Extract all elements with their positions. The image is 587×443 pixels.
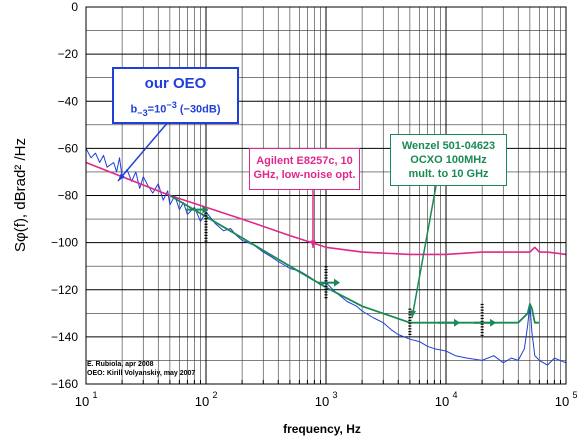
x-tick-labels: 10 1 10 2 10 3 10 4 10 5 xyxy=(75,390,578,409)
arrow-agilent-head xyxy=(310,240,316,248)
y-tick-label: 0 xyxy=(71,0,78,14)
annotation-wenzel-line: OCXO 100MHz xyxy=(410,154,487,166)
series-line-agilent xyxy=(85,161,567,256)
annotation-wenzel: Wenzel 501-04623 OCXO 100MHz mult. to 10… xyxy=(390,134,507,186)
arrow-wenzel-head xyxy=(410,310,417,318)
x-tick-label: 10 xyxy=(75,394,89,409)
arrow-wenzel xyxy=(411,185,437,319)
y-tick-label: −120 xyxy=(51,283,78,297)
marker-arrowhead xyxy=(490,318,497,327)
x-tick-label-exponent: 4 xyxy=(452,390,457,400)
arrow-oeo-head xyxy=(118,173,125,181)
x-tick-label-exponent: 5 xyxy=(572,390,577,400)
y-tick-label: −100 xyxy=(51,236,78,250)
series-line-oeo xyxy=(85,148,567,366)
y-tick-label: −140 xyxy=(51,330,78,344)
x-tick-label: 10 xyxy=(195,394,209,409)
y-axis-label: Sφ(f), dBrad² /Hz xyxy=(12,138,29,252)
annotation-wenzel-line: mult. to 10 GHz xyxy=(408,168,489,180)
y-tick-label: −40 xyxy=(58,94,79,108)
marker-arrowhead xyxy=(202,205,209,214)
axis-ticks xyxy=(121,380,562,384)
annotation-our-oeo-title: our OEO xyxy=(144,75,207,92)
credit-author: E. Rubiola, apr 2008 xyxy=(87,361,154,368)
x-axis-label: frequency, Hz xyxy=(283,422,361,436)
credit-oeo: OEO: Kirill Volyanskiy, may 2007 xyxy=(87,370,196,377)
annotation-agilent-line: GHz, low-noise opt. xyxy=(253,169,356,181)
x-tick-label-exponent: 2 xyxy=(212,390,217,400)
plot-frame xyxy=(85,6,567,385)
x-tick-label-exponent: 1 xyxy=(92,390,97,400)
annotation-our-oeo: our OEO b−3=10−3 (−30dB) xyxy=(112,67,239,124)
annotation-agilent-line: Agilent E8257c, 10 xyxy=(256,155,353,167)
series-line-wenzel xyxy=(169,194,540,324)
y-tick-label: −80 xyxy=(58,189,79,203)
x-tick-label: 10 xyxy=(315,394,329,409)
annotation-wenzel-line: Wenzel 501-04623 xyxy=(401,140,496,152)
annotation-arrows xyxy=(117,107,437,319)
annotation-agilent: Agilent E8257c, 10 GHz, low-noise opt. xyxy=(249,148,360,190)
annotation-our-oeo-b3: b−3=10−3 (−30dB) xyxy=(130,100,221,118)
y-tick-label: −20 xyxy=(58,47,79,61)
y-tick-label: −60 xyxy=(58,141,79,155)
marker-arrowhead xyxy=(454,318,460,327)
marker-arrowhead xyxy=(334,278,340,287)
y-tick-labels: 0 −20 −40 −60 −80 −100 −120 −140 −160 xyxy=(51,0,78,391)
x-tick-label: 10 xyxy=(555,394,569,409)
marker-layer xyxy=(186,205,497,337)
x-tick-label-exponent: 3 xyxy=(332,390,337,400)
x-tick-label: 10 xyxy=(435,394,449,409)
y-tick-label: −160 xyxy=(51,377,78,391)
